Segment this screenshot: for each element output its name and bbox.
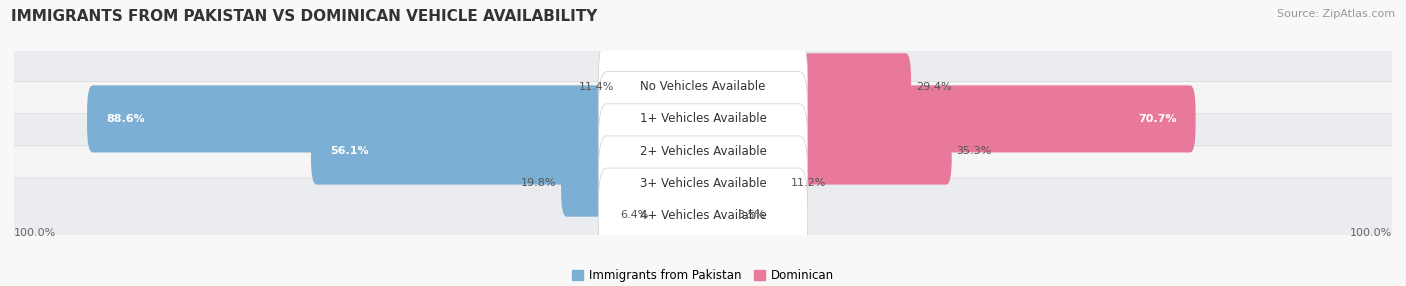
FancyBboxPatch shape <box>697 118 952 184</box>
Text: 6.4%: 6.4% <box>620 210 648 220</box>
Text: 19.8%: 19.8% <box>520 178 557 188</box>
Text: 70.7%: 70.7% <box>1137 114 1177 124</box>
Text: 11.4%: 11.4% <box>579 82 614 92</box>
Text: 2+ Vehicles Available: 2+ Vehicles Available <box>640 144 766 158</box>
FancyBboxPatch shape <box>619 53 709 120</box>
Text: 1+ Vehicles Available: 1+ Vehicles Available <box>640 112 766 126</box>
Text: 100.0%: 100.0% <box>14 228 56 238</box>
Text: 100.0%: 100.0% <box>1350 228 1392 238</box>
Text: 35.3%: 35.3% <box>956 146 991 156</box>
FancyBboxPatch shape <box>8 146 1398 221</box>
FancyBboxPatch shape <box>87 85 709 152</box>
Text: 3+ Vehicles Available: 3+ Vehicles Available <box>640 177 766 190</box>
Text: 4+ Vehicles Available: 4+ Vehicles Available <box>640 209 766 222</box>
FancyBboxPatch shape <box>311 118 709 184</box>
FancyBboxPatch shape <box>654 182 709 249</box>
Text: No Vehicles Available: No Vehicles Available <box>640 80 766 93</box>
FancyBboxPatch shape <box>599 104 807 198</box>
FancyBboxPatch shape <box>697 85 1195 152</box>
FancyBboxPatch shape <box>8 178 1398 253</box>
FancyBboxPatch shape <box>8 82 1398 156</box>
FancyBboxPatch shape <box>697 53 911 120</box>
FancyBboxPatch shape <box>599 168 807 263</box>
FancyBboxPatch shape <box>697 150 786 217</box>
Text: Source: ZipAtlas.com: Source: ZipAtlas.com <box>1277 9 1395 19</box>
FancyBboxPatch shape <box>599 72 807 166</box>
FancyBboxPatch shape <box>8 49 1398 124</box>
Text: 56.1%: 56.1% <box>330 146 368 156</box>
Text: 11.2%: 11.2% <box>790 178 825 188</box>
Text: 3.5%: 3.5% <box>738 210 766 220</box>
Legend: Immigrants from Pakistan, Dominican: Immigrants from Pakistan, Dominican <box>567 265 839 286</box>
FancyBboxPatch shape <box>697 182 733 249</box>
Text: 88.6%: 88.6% <box>107 114 145 124</box>
FancyBboxPatch shape <box>8 114 1398 188</box>
FancyBboxPatch shape <box>599 136 807 230</box>
Text: IMMIGRANTS FROM PAKISTAN VS DOMINICAN VEHICLE AVAILABILITY: IMMIGRANTS FROM PAKISTAN VS DOMINICAN VE… <box>11 9 598 23</box>
FancyBboxPatch shape <box>599 39 807 134</box>
FancyBboxPatch shape <box>561 150 709 217</box>
Text: 29.4%: 29.4% <box>915 82 952 92</box>
